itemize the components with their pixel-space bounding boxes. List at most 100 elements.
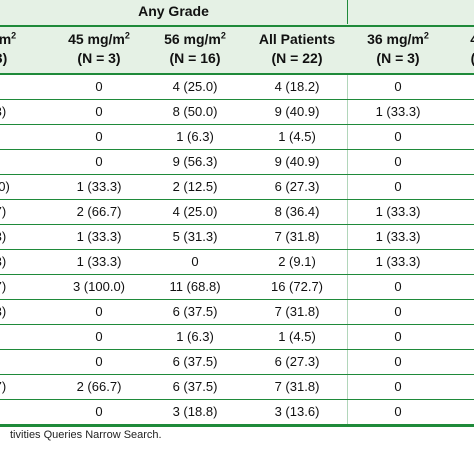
column-header-line2: (N = 16) [169, 50, 221, 66]
table-cell: 0 [394, 129, 402, 144]
table-cell: 6 (37.5) [172, 379, 218, 394]
table-cell: 0 [95, 329, 103, 344]
table-cell: 00.0) [0, 179, 10, 194]
column-header-line1: 56 mg/m2 [164, 30, 226, 47]
column-header: 45(N [458, 30, 474, 72]
table-cell: 1 (6.3) [176, 129, 214, 144]
table-cell: 1 [458, 250, 474, 274]
group-header-band [0, 0, 474, 27]
table-cell: 5 (31.3) [172, 229, 218, 244]
table-cell: 2 (9.1) [278, 254, 316, 269]
table-cell: 6 (27.3) [274, 179, 320, 194]
table-cell: 1 [458, 100, 474, 124]
column-header: mg/m2 = 3) [0, 30, 40, 72]
table-row: 3.3) 0 8 (50.0) 9 (40.9) 1 (33.3) 1 [0, 100, 474, 125]
table-row: 3.3) 0 6 (37.5) 7 (31.8) 0 [0, 300, 474, 325]
table-cell: 3.3) [0, 104, 7, 119]
column-header-line1: All Patients [258, 31, 336, 47]
table-cell: 1 (33.3) [76, 179, 122, 194]
table-cell: 1 (33.3) [375, 104, 421, 119]
table-cell: 16 (72.7) [270, 279, 324, 294]
table-cell: 3 (18.8) [172, 404, 218, 419]
table-cell: 7 (31.8) [274, 229, 320, 244]
table-row: .0 0 6 (37.5) 6 (27.3) 0 [0, 350, 474, 375]
table-cell: 11 (68.8) [169, 279, 221, 294]
table-row: .0 0 1 (6.3) 1 (4.5) 0 [0, 325, 474, 350]
column-header-line2: (N = 3) [376, 50, 420, 66]
footer-note: tivities Queries Narrow Search. [10, 429, 162, 441]
table-cell: 1 [458, 200, 474, 224]
table-cell: 2 (12.5) [172, 179, 218, 194]
table-cell: 9 (40.9) [274, 104, 320, 119]
column-header-line2: (N [458, 49, 474, 68]
table-cell [458, 125, 474, 149]
table-row: .0 0 1 (6.3) 1 (4.5) 0 [0, 125, 474, 150]
table-cell: 4 (25.0) [172, 204, 218, 219]
table-cell: 6.7) [0, 379, 7, 394]
table-cell: 0 [95, 354, 103, 369]
table-cell: 0 [394, 404, 402, 419]
table-cell: 6 (27.3) [274, 354, 320, 369]
table-cell: 2 (66.7) [76, 379, 122, 394]
table-cell: 1 (33.3) [76, 254, 122, 269]
table-cell: 0 [95, 404, 103, 419]
table-cell: .0 [0, 400, 40, 424]
table-cell: 0 [394, 79, 402, 94]
table-cell [458, 175, 474, 199]
table-cell: 0 [394, 179, 402, 194]
table-row: 6.7) 3 (100.0) 11 (68.8) 16 (72.7) 0 [0, 275, 474, 300]
table-cell: 3 (100.0) [72, 279, 126, 294]
table-cell: .0 [0, 350, 40, 374]
table-cell: 1 (33.3) [375, 204, 421, 219]
table-cell [458, 75, 474, 99]
table-cell: 1 (4.5) [278, 329, 316, 344]
table-row: 00.0) 1 (33.3) 2 (12.5) 6 (27.3) 0 [0, 175, 474, 200]
table-row: .0 0 3 (18.8) 3 (13.6) 0 [0, 400, 474, 425]
group-separator-line [347, 75, 348, 425]
table-cell: 0 [191, 254, 199, 269]
table-cell: 1 (4.5) [278, 129, 316, 144]
column-header: All Patients (N = 22) [247, 30, 347, 72]
table-cell: .0 [0, 150, 40, 174]
table-cell: 0 [95, 304, 103, 319]
footer-rule [0, 425, 474, 427]
table-cell: 9 (40.9) [274, 154, 320, 169]
table-cell [458, 350, 474, 374]
table-cell: 6.7) [0, 279, 7, 294]
table-cell: .0 [0, 75, 40, 99]
column-header: 45 mg/m2 (N = 3) [49, 30, 149, 72]
table-cell: 0 [394, 279, 402, 294]
table-row: 3.3) 1 (33.3) 0 2 (9.1) 1 (33.3) 1 [0, 250, 474, 275]
table-cell: 0 [394, 329, 402, 344]
column-header: 36 mg/m2 (N = 3) [348, 30, 448, 72]
table-cell: 3.3) [0, 254, 7, 269]
table-cell [458, 400, 474, 424]
table-cell: 6.7) [0, 204, 7, 219]
table-row: .0 0 9 (56.3) 9 (40.9) 0 [0, 150, 474, 175]
table-cell: 3.3) [0, 229, 7, 244]
table-cell: 2 (66.7) [76, 204, 122, 219]
table-cell: 8 (50.0) [172, 104, 218, 119]
table-cell: 3.3) [0, 304, 7, 319]
table-cell: 0 [95, 79, 103, 94]
column-header-line2: = 3) [0, 50, 8, 66]
table-cell: 0 [394, 379, 402, 394]
table-cell [458, 150, 474, 174]
table-cell [458, 300, 474, 324]
column-header-line2: (N = 3) [77, 50, 121, 66]
table-footer: tivities Queries Narrow Search. [0, 425, 474, 474]
column-header: 56 mg/m2 (N = 16) [145, 30, 245, 72]
table-row: .0 0 4 (25.0) 4 (18.2) 0 [0, 75, 474, 100]
table-cell [458, 375, 474, 399]
table-cell: 6 (37.5) [172, 304, 218, 319]
any-grade-header: Any Grade [138, 3, 209, 19]
column-header-line1: 36 mg/m2 [367, 30, 429, 47]
table-cell: .0 [0, 125, 40, 149]
table-cell: 0 [95, 154, 103, 169]
table-cell: 1 (33.3) [375, 254, 421, 269]
table-cell: 7 (31.8) [274, 379, 320, 394]
column-header-band [0, 27, 474, 75]
table-cell: 4 (25.0) [172, 79, 218, 94]
table-row: 3.3) 1 (33.3) 5 (31.3) 7 (31.8) 1 (33.3) 1 [0, 225, 474, 250]
table-row: 6.7) 2 (66.7) 4 (25.0) 8 (36.4) 1 (33.3) 1 [0, 200, 474, 225]
